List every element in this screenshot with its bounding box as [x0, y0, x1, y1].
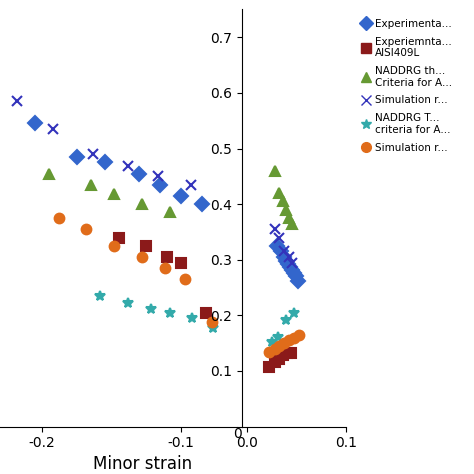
- Legend: Experimenta..., Experiemnta...
AISI409L, NADDRG th...
Criteria for A..., Simulat: Experimenta..., Experiemnta... AISI409L,…: [356, 15, 456, 157]
- Text: Minor strain: Minor strain: [92, 455, 192, 473]
- Text: 0: 0: [233, 427, 242, 441]
